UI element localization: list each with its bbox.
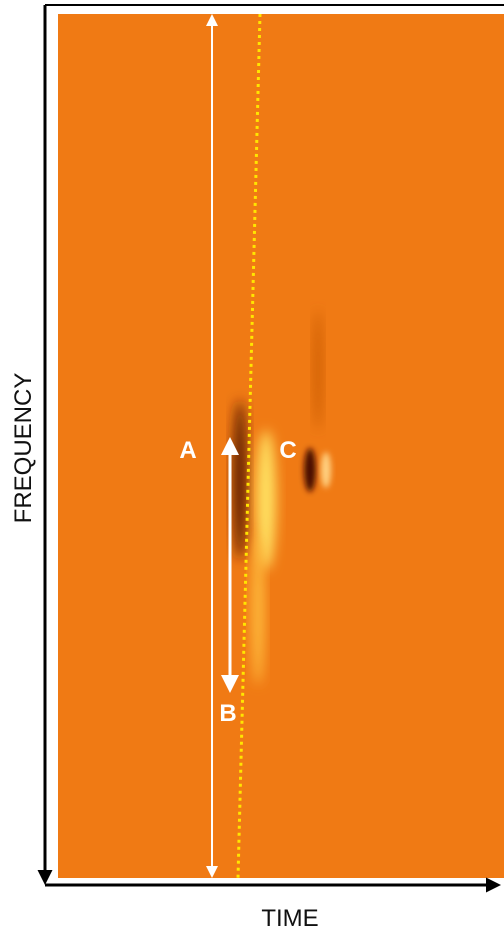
spectrogram xyxy=(58,14,504,878)
dark-blob xyxy=(304,448,316,492)
label-b: B xyxy=(219,700,236,727)
faint-streak xyxy=(314,310,322,430)
y-axis-label: FREQUENCY xyxy=(10,373,37,524)
bright-tail xyxy=(252,535,264,685)
label-a: A xyxy=(179,437,196,464)
light-blob xyxy=(321,452,331,488)
bright-streak xyxy=(256,430,276,570)
signal xyxy=(233,310,331,685)
label-c: C xyxy=(279,437,296,464)
x-axis-label: TIME xyxy=(261,905,318,932)
dark-streak xyxy=(233,400,247,560)
